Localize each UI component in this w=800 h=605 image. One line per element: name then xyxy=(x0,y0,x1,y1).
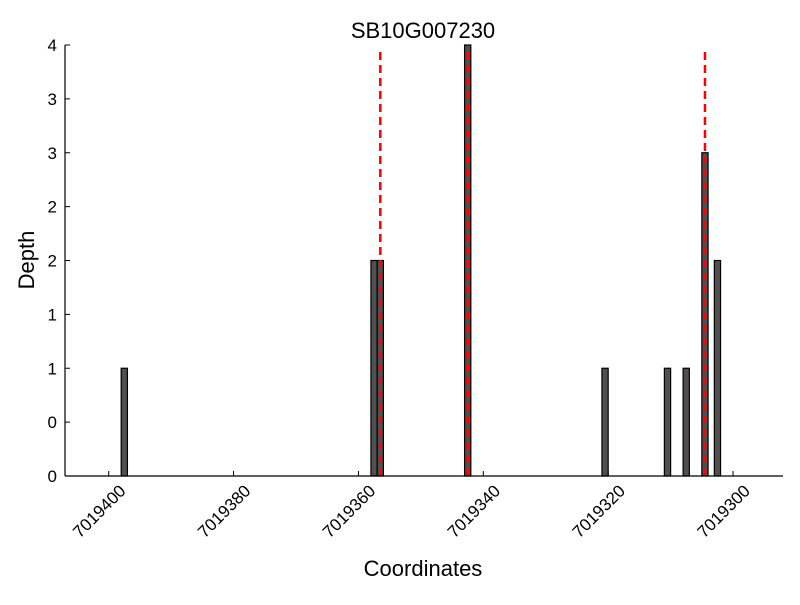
y-tick-label: 4 xyxy=(48,36,57,55)
x-tick-label: 7019360 xyxy=(319,481,379,541)
y-tick-label: 3 xyxy=(48,90,57,109)
x-tick-label: 7019320 xyxy=(569,481,629,541)
y-axis-label: Depth xyxy=(14,231,39,290)
x-tick-label: 7019300 xyxy=(694,481,754,541)
chart-title: SB10G007230 xyxy=(351,18,495,43)
x-axis-label: Coordinates xyxy=(364,556,483,581)
y-tick-label: 1 xyxy=(48,305,57,324)
x-tick-label: 7019340 xyxy=(444,481,504,541)
depth-bar xyxy=(601,367,609,477)
x-tick-label: 7019380 xyxy=(194,481,254,541)
y-tick-label: 1 xyxy=(48,359,57,378)
depth-bar xyxy=(682,367,690,477)
y-tick-label: 0 xyxy=(48,413,57,432)
depth-bar xyxy=(370,259,378,477)
depth-bar xyxy=(713,259,722,477)
depth-bar xyxy=(120,367,129,477)
y-tick-label: 3 xyxy=(48,144,57,163)
depth-bar xyxy=(663,367,672,477)
x-tick-label: 7019400 xyxy=(69,481,129,541)
y-tick-label: 2 xyxy=(48,198,57,217)
y-tick-label: 2 xyxy=(48,252,57,271)
y-tick-label: 0 xyxy=(48,467,57,486)
